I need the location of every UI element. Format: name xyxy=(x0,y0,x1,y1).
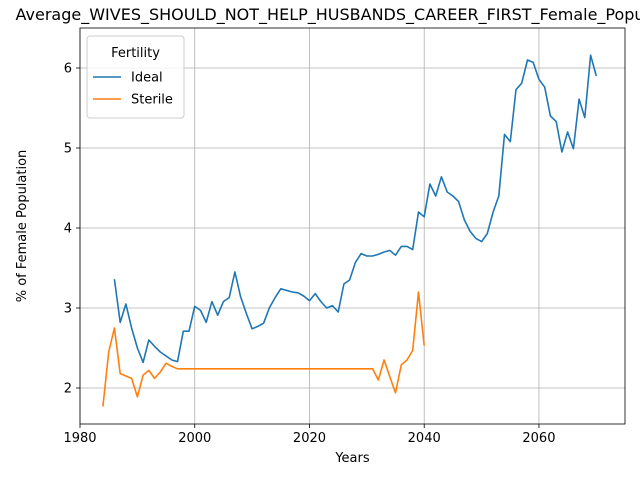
y-tick-label: 4 xyxy=(64,222,72,237)
legend-label-sterile: Sterile xyxy=(131,93,173,108)
series-line-ideal xyxy=(113,54,598,364)
plot-frame xyxy=(79,27,626,425)
grid-lines xyxy=(79,28,625,424)
y-axis: 2 3 4 5 6 xyxy=(64,62,80,397)
y-tick-label: 2 xyxy=(64,382,72,397)
y-tick-label: 3 xyxy=(64,302,72,317)
x-axis-label: Years xyxy=(334,451,370,466)
y-axis-label: % of Female Population xyxy=(15,150,30,303)
legend-items: Ideal Sterile xyxy=(93,71,173,108)
x-tick-label: 1980 xyxy=(63,431,96,446)
y-tick-label: 5 xyxy=(64,142,72,157)
x-tick-label: 2000 xyxy=(178,431,211,446)
x-tick-label: 2020 xyxy=(293,431,326,446)
chart-title: Average_WIVES_SHOULD_NOT_HELP_HUSBANDS_C… xyxy=(16,5,640,25)
x-axis: 1980 2000 2020 2040 2060 xyxy=(63,424,555,446)
legend-label-ideal: Ideal xyxy=(131,71,163,86)
y-tick-label: 6 xyxy=(64,62,72,77)
x-tick-label: 2060 xyxy=(522,431,555,446)
series-line-sterile xyxy=(102,291,425,407)
legend-title: Fertility xyxy=(111,46,160,61)
series-lines xyxy=(102,54,598,407)
x-tick-label: 2040 xyxy=(408,431,441,446)
legend: Fertility Ideal Sterile xyxy=(86,35,185,119)
legend-box xyxy=(86,35,185,119)
